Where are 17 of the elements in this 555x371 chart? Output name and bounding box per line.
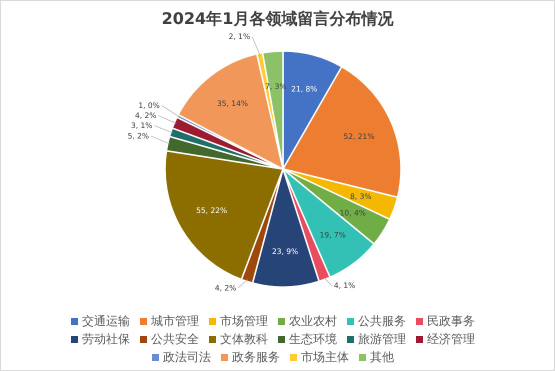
legend-label: 交通运输	[82, 314, 130, 328]
legend-label: 生态环境	[289, 332, 337, 346]
legend-label: 政法司法	[163, 350, 211, 364]
legend-label: 旅游管理	[358, 332, 406, 346]
legend-label: 公共安全	[151, 332, 199, 346]
chart-title: 2024年1月各领域留言分布情况	[160, 9, 394, 30]
legend-label: 市场管理	[220, 314, 268, 328]
legend-label: 其他	[370, 350, 394, 364]
legend-label: 农业农村	[289, 314, 337, 328]
legend-label: 政务服务	[232, 350, 280, 364]
legend-label: 城市管理	[151, 314, 199, 328]
legend-label: 经济管理	[427, 332, 475, 346]
legend-label: 劳动社保	[82, 332, 130, 346]
legend-label: 民政事务	[427, 314, 475, 328]
legend-label: 公共服务	[358, 314, 406, 328]
legend-label: 文体教科	[220, 332, 268, 346]
legend-label: 市场主体	[301, 350, 349, 364]
